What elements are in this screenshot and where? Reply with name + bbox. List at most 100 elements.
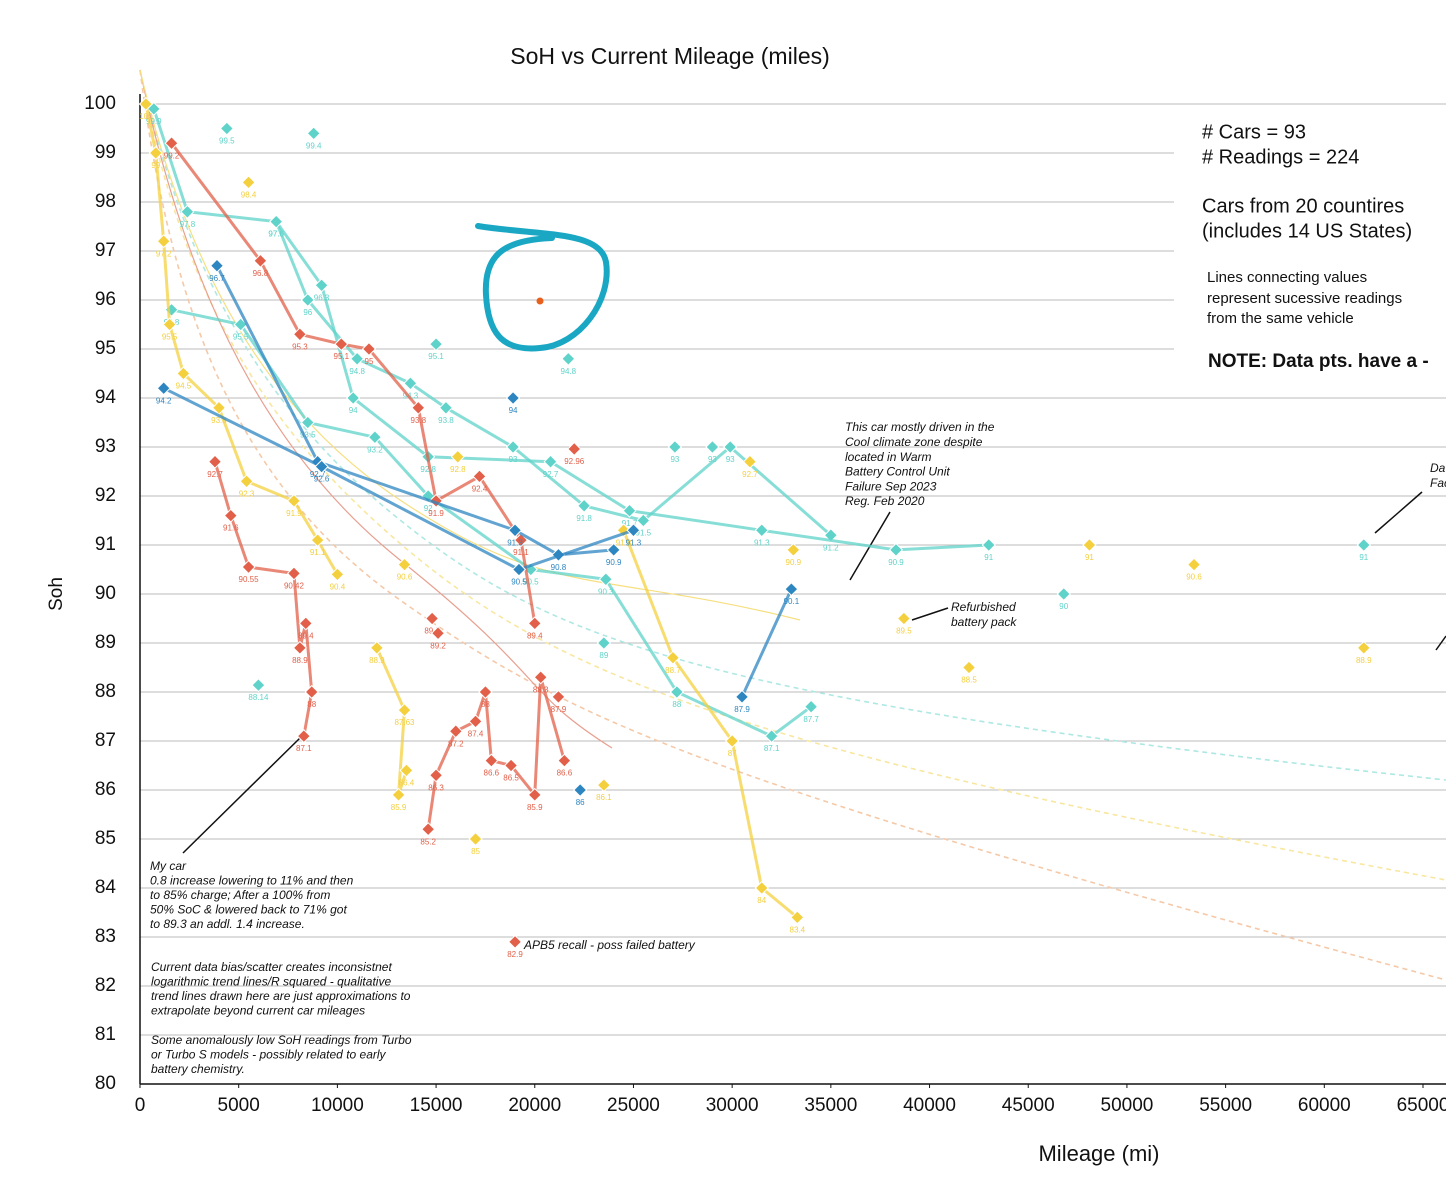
x-tick-label: 65000	[1397, 1095, 1446, 1116]
trend-line	[139, 69, 1446, 981]
arrow	[1374, 491, 1423, 534]
value-label: 92.6	[314, 475, 330, 484]
point	[209, 258, 225, 273]
value-label: 94.3	[403, 391, 419, 400]
value-label: 93.8	[211, 416, 227, 425]
value-label: 93.8	[438, 416, 454, 425]
point	[551, 689, 566, 704]
series-line	[740, 588, 793, 698]
value-label: 83.4	[790, 926, 806, 935]
value-label: 90.6	[1186, 573, 1202, 582]
point	[622, 503, 637, 518]
value-label: 87.4	[468, 730, 484, 739]
y-tick-label: 89	[95, 632, 116, 653]
value-label: 92.7	[207, 470, 223, 479]
info-text: # Readings = 224	[1202, 146, 1359, 168]
point	[468, 831, 483, 847]
point	[292, 327, 307, 342]
point	[156, 234, 171, 249]
point	[310, 533, 325, 548]
point	[429, 768, 444, 783]
value-label: 95.5	[162, 333, 178, 342]
value-label: 90.6	[397, 573, 413, 582]
info-bg	[1174, 112, 1446, 382]
value-label: 86.6	[557, 769, 573, 778]
y-tick-label: 84	[95, 877, 117, 898]
x-tick-label: 60000	[1298, 1095, 1351, 1116]
point	[164, 136, 179, 151]
value-label: 87.2	[448, 739, 464, 748]
value-label: 100	[139, 112, 153, 121]
value-label: 93.2	[367, 445, 383, 454]
point	[1056, 586, 1071, 602]
y-tick-label: 86	[95, 779, 116, 800]
annotation: Battery Control Unit	[845, 465, 950, 479]
value-label: 96.8	[253, 269, 269, 278]
point	[300, 415, 315, 430]
point	[350, 351, 365, 366]
grid	[140, 103, 1446, 1085]
value-label: 89	[599, 651, 608, 660]
point	[425, 611, 440, 626]
value-label: 87.63	[394, 718, 415, 727]
point	[626, 523, 641, 538]
value-label: 92.7	[543, 470, 559, 479]
value-label: 90.3	[598, 587, 614, 596]
hand-circle	[475, 223, 610, 352]
y-tick-label: 92	[95, 485, 116, 506]
value-label: 88	[481, 700, 490, 709]
point	[705, 439, 720, 455]
point	[361, 341, 377, 357]
value-label: 89.5	[896, 627, 912, 636]
annotation: Some anomalously low SoH readings from T…	[151, 1033, 412, 1047]
point	[148, 145, 163, 161]
point	[304, 684, 319, 700]
series-line	[170, 142, 537, 624]
point	[391, 787, 406, 802]
annotation: APB5 recall - poss failed battery	[523, 938, 696, 952]
value-label: 91.6	[223, 524, 239, 533]
value-label: 93	[670, 455, 679, 464]
value-label: 90.1	[784, 597, 800, 606]
value-label: 99.9	[146, 117, 162, 126]
point	[403, 376, 418, 391]
value-label: 85.2	[420, 837, 436, 846]
value-label: 87.9	[551, 705, 567, 714]
annotation-arrows	[182, 491, 1446, 854]
point	[138, 96, 153, 112]
x-tick-label: 0	[135, 1095, 146, 1116]
value-label: 86.6	[484, 769, 500, 778]
info-text: (includes 14 US States)	[1202, 220, 1412, 242]
value-label: 87.1	[764, 744, 780, 753]
annotation: Reg. Feb 2020	[845, 494, 925, 508]
annotation: My car	[150, 859, 187, 873]
value-label: 91.3	[754, 538, 770, 547]
info-text: Lines connecting values	[1207, 269, 1367, 286]
value-label: 92.8	[450, 465, 466, 474]
point	[478, 684, 493, 700]
point	[507, 523, 523, 538]
point	[269, 214, 284, 229]
value-label: 97.8	[180, 220, 196, 229]
value-label: 90.4	[330, 583, 346, 592]
point	[665, 650, 681, 665]
value-label: 88.14	[248, 693, 269, 702]
point	[346, 390, 361, 406]
value-label: 91.3	[616, 538, 632, 547]
value-label: 88.9	[369, 656, 385, 665]
info-text: from the same vehicle	[1207, 310, 1354, 327]
value-label: 95.5	[233, 333, 249, 342]
value-label: 91	[1359, 553, 1368, 562]
point	[162, 317, 177, 332]
value-label: 94	[349, 406, 358, 415]
value-label: 91.2	[823, 543, 839, 552]
point	[507, 934, 523, 949]
value-label: 92	[424, 504, 433, 513]
value-label: 90.5	[511, 578, 527, 587]
value-label: 91.3	[507, 538, 523, 547]
point	[219, 121, 234, 136]
point	[253, 253, 268, 268]
point	[306, 126, 321, 141]
point	[176, 366, 191, 381]
